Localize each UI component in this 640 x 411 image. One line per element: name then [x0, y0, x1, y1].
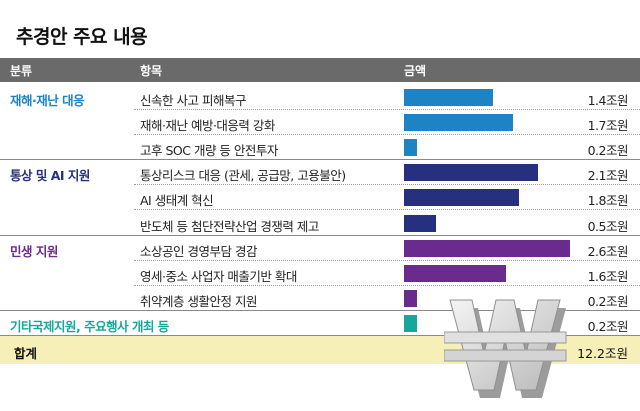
row-item: 취약계층 생활안정 지원 — [140, 293, 257, 309]
row-divider — [134, 259, 640, 261]
row-value: 2.1조원 — [587, 168, 629, 184]
amount-bar — [404, 314, 417, 332]
row-divider — [134, 184, 640, 186]
amount-bar — [404, 89, 494, 106]
table-row: 기타국제지원, 주요행사 개최 등 0.2조원 — [0, 311, 640, 336]
row-item: 통상리스크 대응 (관세, 공급망, 고용불안) — [140, 168, 346, 184]
table-row: 통상 및 AI 지원 통상리스크 대응 (관세, 공급망, 고용불안) 2.1조원 — [0, 160, 640, 186]
table-header: 분류 항목 금액 — [0, 58, 640, 82]
table-row: 반도체 등 첨단전략산업 경쟁력 제고 0.5조원 — [0, 211, 640, 236]
row-item: AI 생태계 혁신 — [140, 193, 214, 209]
table-row: 고후 SOC 개량 등 안전투자 0.2조원 — [0, 135, 640, 161]
row-value: 1.4조원 — [587, 93, 629, 108]
amount-bar — [404, 189, 519, 207]
row-divider — [0, 159, 640, 161]
table-row: 영세·중소 사업자 매출기반 확대 1.6조원 — [0, 261, 640, 286]
row-item: 영세·중소 사업자 매출기반 확대 — [140, 268, 297, 284]
table-row: AI 생태계 혁신 1.8조원 — [0, 185, 640, 211]
row-value: 0.2조원 — [587, 318, 629, 334]
header-category: 분류 — [10, 64, 33, 78]
header-item: 항목 — [140, 64, 163, 78]
amount-bar — [404, 139, 417, 157]
row-value: 0.2조원 — [587, 293, 629, 309]
row-category: 재해·재난 대응 — [10, 93, 85, 108]
row-divider — [0, 309, 640, 311]
row-category: 통상 및 AI 지원 — [10, 168, 90, 184]
row-value: 1.6조원 — [587, 268, 629, 284]
table-row: 재해·재난 예방·대응력 강화 1.7조원 — [0, 110, 640, 136]
header-amount: 금액 — [404, 64, 427, 78]
table-row: 재해·재난 대응 신속한 사고 피해복구 1.4조원 — [0, 85, 640, 110]
amount-bar — [404, 114, 513, 132]
row-item: 반도체 등 첨단전략산업 경쟁력 제고 — [140, 218, 319, 234]
row-value: 2.6조원 — [587, 243, 629, 259]
page-title: 추경안 주요 내용 — [16, 26, 148, 48]
amount-bar — [404, 164, 539, 182]
row-divider — [134, 134, 640, 136]
row-divider — [134, 109, 640, 110]
row-item: 신속한 사고 피해복구 — [140, 93, 246, 108]
total-label: 합계 — [14, 346, 38, 361]
amount-bar — [404, 264, 507, 282]
row-value: 1.7조원 — [587, 118, 629, 134]
row-divider — [134, 284, 640, 286]
amount-bar — [404, 239, 570, 257]
table-row: 취약계층 생활안정 지원 0.2조원 — [0, 286, 640, 311]
row-divider — [134, 209, 640, 211]
won-sign-icon — [444, 299, 567, 398]
row-item: 소상공인 경영부담 경감 — [140, 243, 257, 259]
row-value: 1.8조원 — [587, 193, 629, 209]
row-value: 0.5조원 — [587, 218, 629, 234]
row-category: 민생 지원 — [10, 243, 58, 259]
total-value: 12.2조원 — [577, 346, 628, 361]
amount-bar — [404, 214, 436, 232]
row-divider — [0, 334, 640, 336]
row-item: 재해·재난 예방·대응력 강화 — [140, 118, 275, 134]
row-category: 기타국제지원, 주요행사 개최 등 — [10, 318, 169, 334]
row-item: 고후 SOC 개량 등 안전투자 — [140, 143, 278, 159]
row-value: 0.2조원 — [587, 143, 629, 159]
amount-bar — [404, 289, 417, 307]
table-row: 민생 지원 소상공인 경영부담 경감 2.6조원 — [0, 236, 640, 261]
row-divider — [0, 234, 640, 236]
